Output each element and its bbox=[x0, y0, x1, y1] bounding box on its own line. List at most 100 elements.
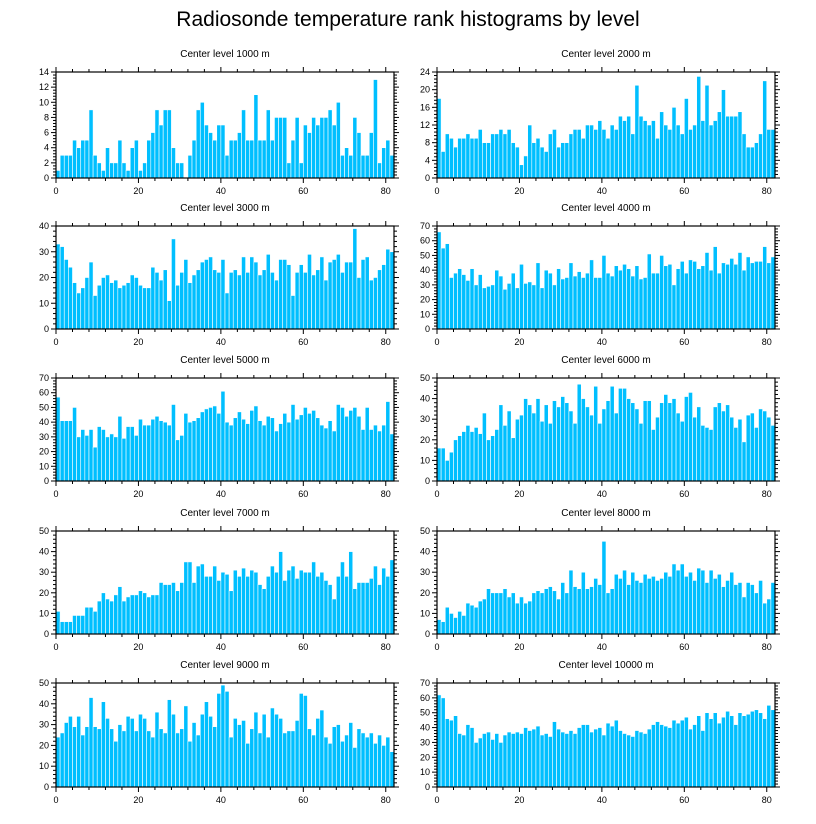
y-tick-label: 10 bbox=[420, 767, 430, 777]
y-tick-label: 20 bbox=[420, 85, 430, 95]
bar bbox=[88, 429, 94, 482]
plot-frame bbox=[436, 377, 776, 482]
bar bbox=[232, 269, 238, 330]
bar bbox=[228, 736, 234, 788]
x-tick-label: 20 bbox=[514, 795, 524, 805]
bar bbox=[183, 413, 189, 482]
bar bbox=[125, 596, 131, 635]
bar-series bbox=[55, 551, 395, 635]
y-tick-label: 30 bbox=[39, 567, 49, 577]
x-tick-label: 80 bbox=[762, 642, 772, 652]
bar-series bbox=[55, 390, 395, 482]
bar bbox=[436, 619, 442, 635]
bar bbox=[290, 139, 296, 179]
bar bbox=[360, 259, 366, 330]
bar bbox=[712, 578, 718, 635]
bar bbox=[352, 228, 358, 330]
bar bbox=[208, 132, 213, 179]
bar bbox=[249, 256, 255, 330]
plot-frame bbox=[55, 377, 395, 482]
y-tick-label: 0 bbox=[44, 324, 49, 334]
bar bbox=[527, 600, 533, 635]
bar bbox=[68, 154, 73, 179]
bar bbox=[232, 569, 238, 635]
bar bbox=[638, 731, 644, 788]
bar bbox=[245, 576, 251, 635]
bar bbox=[162, 421, 168, 482]
bar bbox=[364, 582, 370, 635]
bar bbox=[216, 580, 222, 635]
y-tick-label: 10 bbox=[420, 309, 430, 319]
bar bbox=[344, 261, 349, 330]
bar bbox=[323, 117, 329, 179]
bar bbox=[179, 272, 185, 330]
bar bbox=[92, 295, 98, 330]
bar bbox=[675, 124, 681, 179]
bar bbox=[298, 162, 304, 179]
bar bbox=[622, 569, 627, 635]
bar bbox=[278, 259, 284, 330]
bar bbox=[377, 584, 382, 635]
bar bbox=[490, 284, 496, 330]
x-tick-label: 60 bbox=[298, 489, 308, 499]
bar bbox=[298, 693, 304, 788]
bar bbox=[593, 385, 599, 482]
bar bbox=[667, 402, 673, 482]
x-tick-label: 60 bbox=[679, 642, 689, 652]
bar bbox=[535, 137, 541, 179]
bar bbox=[146, 139, 152, 179]
bar bbox=[335, 254, 341, 330]
bar bbox=[444, 460, 450, 482]
bar bbox=[101, 170, 106, 179]
bar bbox=[80, 615, 86, 635]
bar bbox=[278, 718, 284, 788]
panel-title: Center level 3000 m bbox=[180, 203, 270, 214]
x-tick-label: 40 bbox=[597, 489, 607, 499]
bar bbox=[158, 279, 164, 330]
bar bbox=[315, 417, 321, 482]
x-tick-label: 0 bbox=[53, 642, 58, 652]
bar bbox=[261, 269, 267, 330]
bar bbox=[642, 277, 648, 330]
bar bbox=[502, 734, 508, 788]
bar bbox=[601, 129, 607, 179]
bar bbox=[473, 284, 479, 330]
bar bbox=[385, 248, 391, 330]
bar bbox=[539, 734, 545, 788]
bar bbox=[270, 417, 275, 482]
bar bbox=[704, 252, 710, 330]
bar bbox=[265, 254, 271, 330]
bar bbox=[766, 262, 772, 330]
bar bbox=[253, 405, 259, 482]
bar bbox=[733, 724, 739, 788]
bar bbox=[659, 402, 665, 482]
bar bbox=[630, 402, 636, 482]
bar bbox=[733, 115, 739, 179]
bar-series bbox=[436, 383, 776, 482]
bar bbox=[770, 256, 776, 330]
bar bbox=[506, 596, 512, 635]
bar bbox=[597, 727, 603, 788]
y-tick-label: 30 bbox=[39, 720, 49, 730]
bar bbox=[638, 115, 644, 179]
bar bbox=[298, 569, 304, 635]
x-tick-label: 80 bbox=[762, 186, 772, 196]
x-tick-label: 80 bbox=[381, 642, 391, 652]
bar bbox=[469, 727, 475, 788]
bar bbox=[63, 621, 69, 635]
bar bbox=[453, 272, 458, 330]
x-tick-label: 20 bbox=[133, 186, 143, 196]
bar bbox=[307, 571, 312, 635]
x-tick-label: 80 bbox=[381, 489, 391, 499]
bar bbox=[622, 733, 627, 788]
bar bbox=[162, 109, 168, 179]
y-tick-label: 0 bbox=[425, 782, 430, 792]
bar bbox=[531, 284, 537, 330]
bar bbox=[523, 283, 528, 330]
bar bbox=[270, 139, 275, 179]
bar bbox=[175, 732, 180, 788]
bar bbox=[335, 404, 341, 482]
bar bbox=[543, 588, 549, 635]
bar bbox=[494, 592, 500, 635]
bar bbox=[461, 734, 467, 788]
